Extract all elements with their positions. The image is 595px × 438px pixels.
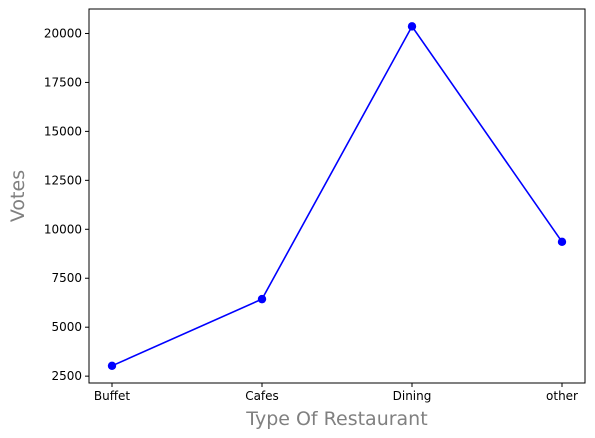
y-tick-label: 12500 (44, 173, 82, 187)
x-tick-label: Dining (393, 389, 432, 403)
y-tick-label: 15000 (44, 124, 82, 138)
y-tick-label: 7500 (51, 271, 82, 285)
y-tick-label: 10000 (44, 222, 82, 236)
x-axis-title: Type Of Restaurant (245, 408, 427, 430)
data-point (107, 361, 117, 371)
data-point (257, 294, 267, 304)
x-tick-label: Cafes (245, 389, 279, 403)
x-axis-ticks: Buffet Cafes Dining other (94, 383, 578, 403)
data-point (557, 237, 567, 247)
x-tick-label: Buffet (94, 389, 130, 403)
data-point (407, 22, 417, 31)
y-axis-ticks: 2500 5000 7500 10000 12500 15000 17500 20000 (44, 26, 89, 383)
plot-frame (88, 8, 586, 384)
plot-marks (107, 22, 567, 371)
series-line (111, 24, 563, 367)
y-tick-label: 2500 (51, 369, 82, 383)
y-tick-label: 20000 (44, 26, 82, 40)
y-axis-title: Votes (7, 170, 29, 222)
y-tick-label: 17500 (44, 75, 82, 89)
x-tick-label: other (546, 389, 578, 403)
y-tick-label: 5000 (51, 320, 82, 334)
